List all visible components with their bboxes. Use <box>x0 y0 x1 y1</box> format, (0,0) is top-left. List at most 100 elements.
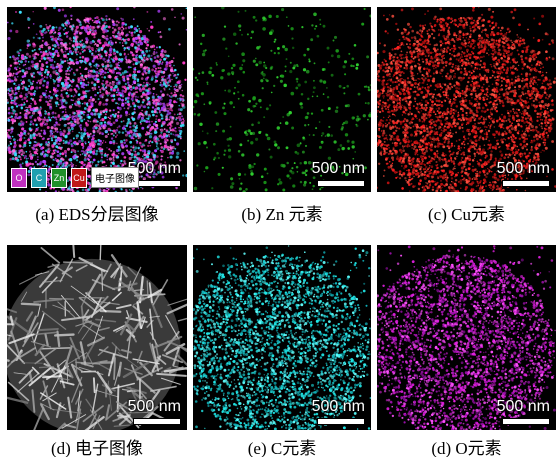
element-dot <box>42 54 44 56</box>
element-dot <box>446 175 448 177</box>
element-dot <box>9 117 11 119</box>
element-dot <box>41 63 43 65</box>
element-dot <box>477 173 478 174</box>
element-dot <box>485 129 486 130</box>
element-dot <box>28 158 30 160</box>
element-dot <box>109 62 111 64</box>
element-dot <box>147 28 148 29</box>
element-dot <box>84 95 87 98</box>
element-dot <box>543 142 545 144</box>
element-dot <box>138 87 141 90</box>
element-dot <box>237 91 239 93</box>
element-dot <box>36 82 38 84</box>
element-dot <box>319 188 321 190</box>
element-dot <box>59 38 62 41</box>
element-dot <box>461 54 463 56</box>
element-dot <box>280 164 283 167</box>
element-dot <box>106 156 108 158</box>
element-dot <box>50 30 52 32</box>
element-dot <box>76 26 79 29</box>
element-dot <box>108 92 111 95</box>
element-dot <box>84 75 87 78</box>
element-dot <box>312 188 314 190</box>
element-dot <box>90 70 93 73</box>
element-dot <box>439 8 442 11</box>
element-dot <box>383 117 384 118</box>
element-dot <box>93 149 95 151</box>
element-dot <box>285 65 287 67</box>
element-dot <box>61 93 63 95</box>
element-dot <box>81 83 84 86</box>
element-dot <box>264 168 267 171</box>
element-dot <box>525 93 527 95</box>
element-dot <box>132 86 135 89</box>
element-dot <box>65 155 67 157</box>
element-dot <box>40 124 43 127</box>
element-dot <box>405 101 406 102</box>
element-dot <box>161 79 164 82</box>
element-dot <box>386 69 389 72</box>
element-dot <box>427 33 429 35</box>
element-dot <box>151 69 154 72</box>
element-dot <box>377 52 379 54</box>
element-dot <box>395 106 397 108</box>
element-dot <box>135 88 137 90</box>
element-dot <box>93 22 95 24</box>
element-dot <box>86 152 88 154</box>
element-dot <box>65 111 66 112</box>
element-dot <box>274 141 277 144</box>
element-dot <box>138 70 141 73</box>
element-dot <box>108 56 110 58</box>
element-dot <box>63 29 65 31</box>
element-dot <box>533 139 535 141</box>
element-dot <box>84 158 87 161</box>
element-dot <box>106 18 108 20</box>
element-dot <box>227 72 230 75</box>
element-dot <box>59 119 61 121</box>
element-dot <box>147 154 149 156</box>
element-dot <box>102 96 104 98</box>
element-dot <box>131 117 133 119</box>
element-dot <box>87 120 89 122</box>
element-dot <box>142 99 144 101</box>
element-dot <box>270 50 272 52</box>
element-dot <box>139 149 141 151</box>
element-dot <box>117 89 120 92</box>
element-dot <box>100 74 102 76</box>
element-dot <box>169 64 171 66</box>
element-dot <box>116 119 118 121</box>
element-dot <box>312 185 314 187</box>
element-dot <box>111 137 113 139</box>
element-dot <box>386 119 388 121</box>
element-dot <box>49 75 52 78</box>
element-dot <box>15 89 17 91</box>
element-dot <box>446 50 449 53</box>
element-dot <box>153 65 156 68</box>
element-dot <box>20 60 22 62</box>
element-dot <box>532 83 534 85</box>
element-dot <box>514 8 517 11</box>
element-dot <box>130 131 133 134</box>
scale-bar <box>133 180 181 187</box>
element-dot <box>27 47 29 49</box>
element-dot <box>67 53 69 55</box>
element-dot <box>47 149 48 150</box>
element-dot <box>197 95 199 97</box>
element-dot <box>168 28 171 31</box>
element-dot <box>478 165 479 166</box>
element-dot <box>61 90 63 92</box>
element-dot <box>168 61 171 64</box>
element-dot <box>286 58 288 60</box>
element-dot <box>142 87 145 90</box>
element-dot <box>37 163 39 165</box>
element-dot <box>453 112 455 114</box>
element-dot <box>213 143 216 146</box>
element-dot <box>164 50 167 53</box>
element-dot <box>457 68 460 71</box>
element-dot <box>305 169 308 172</box>
element-dot <box>227 145 229 147</box>
element-dot <box>100 159 103 162</box>
element-dot <box>380 89 382 91</box>
element-dot <box>94 125 96 127</box>
element-dot <box>78 105 81 108</box>
